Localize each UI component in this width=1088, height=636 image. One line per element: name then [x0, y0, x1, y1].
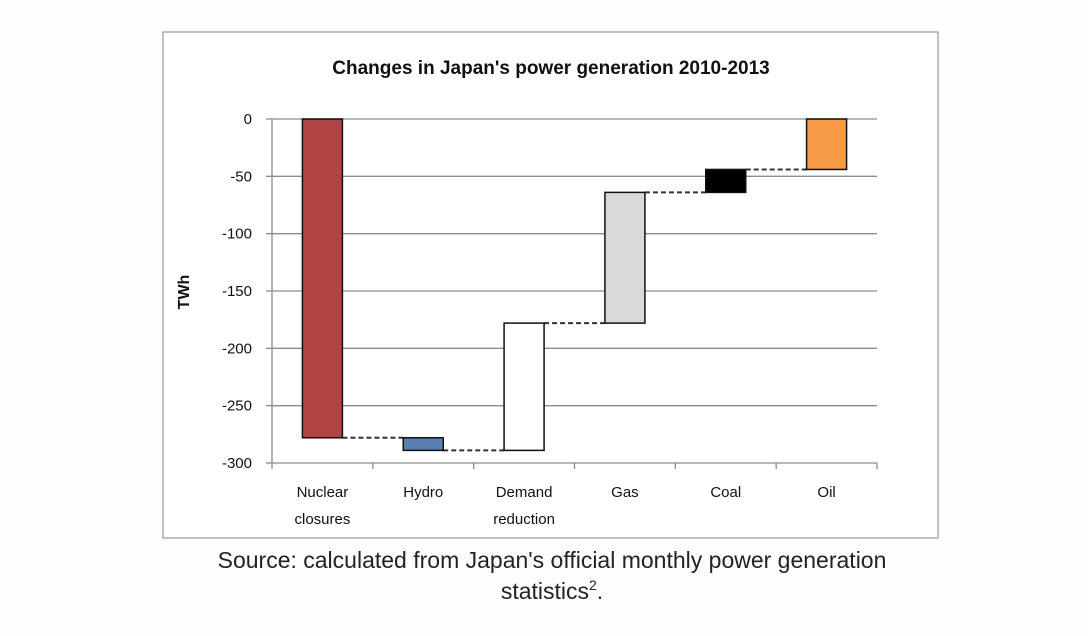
bar-5: [805, 118, 848, 171]
x-category-label: Gas: [611, 484, 639, 501]
caption-superscript: 2: [589, 577, 597, 593]
bar-4: [705, 168, 747, 194]
y-tick-label: -200: [222, 340, 252, 357]
x-category-label: closures: [294, 511, 350, 528]
bar-3: [604, 191, 646, 324]
x-category-label: Coal: [710, 484, 741, 501]
y-tick-label: -300: [222, 455, 252, 472]
bar-2: [503, 322, 545, 452]
y-tick-label: -250: [222, 398, 252, 415]
x-category-label: Hydro: [403, 484, 443, 501]
y-tick-label: -50: [230, 168, 252, 185]
y-tick-label: -150: [222, 283, 252, 300]
bar-0: [301, 118, 344, 439]
x-category-label: Nuclear: [297, 484, 349, 501]
chart-frame: [162, 31, 939, 539]
y-axis-label: TWh: [176, 275, 193, 310]
source-caption-line1: Source: calculated from Japan's official…: [218, 547, 887, 573]
source-caption-line2: statistics2.: [501, 577, 603, 604]
x-category-label: Demand: [496, 484, 553, 501]
caption-statistics: statistics: [501, 578, 589, 604]
bar-1: [402, 437, 444, 452]
x-category-label: Oil: [817, 484, 835, 501]
x-category-label: reduction: [493, 511, 555, 528]
y-tick-label: 0: [244, 111, 252, 128]
chart-title: Changes in Japan's power generation 2010…: [332, 58, 769, 79]
y-tick-label: -100: [222, 226, 252, 243]
caption-period: .: [597, 578, 603, 604]
